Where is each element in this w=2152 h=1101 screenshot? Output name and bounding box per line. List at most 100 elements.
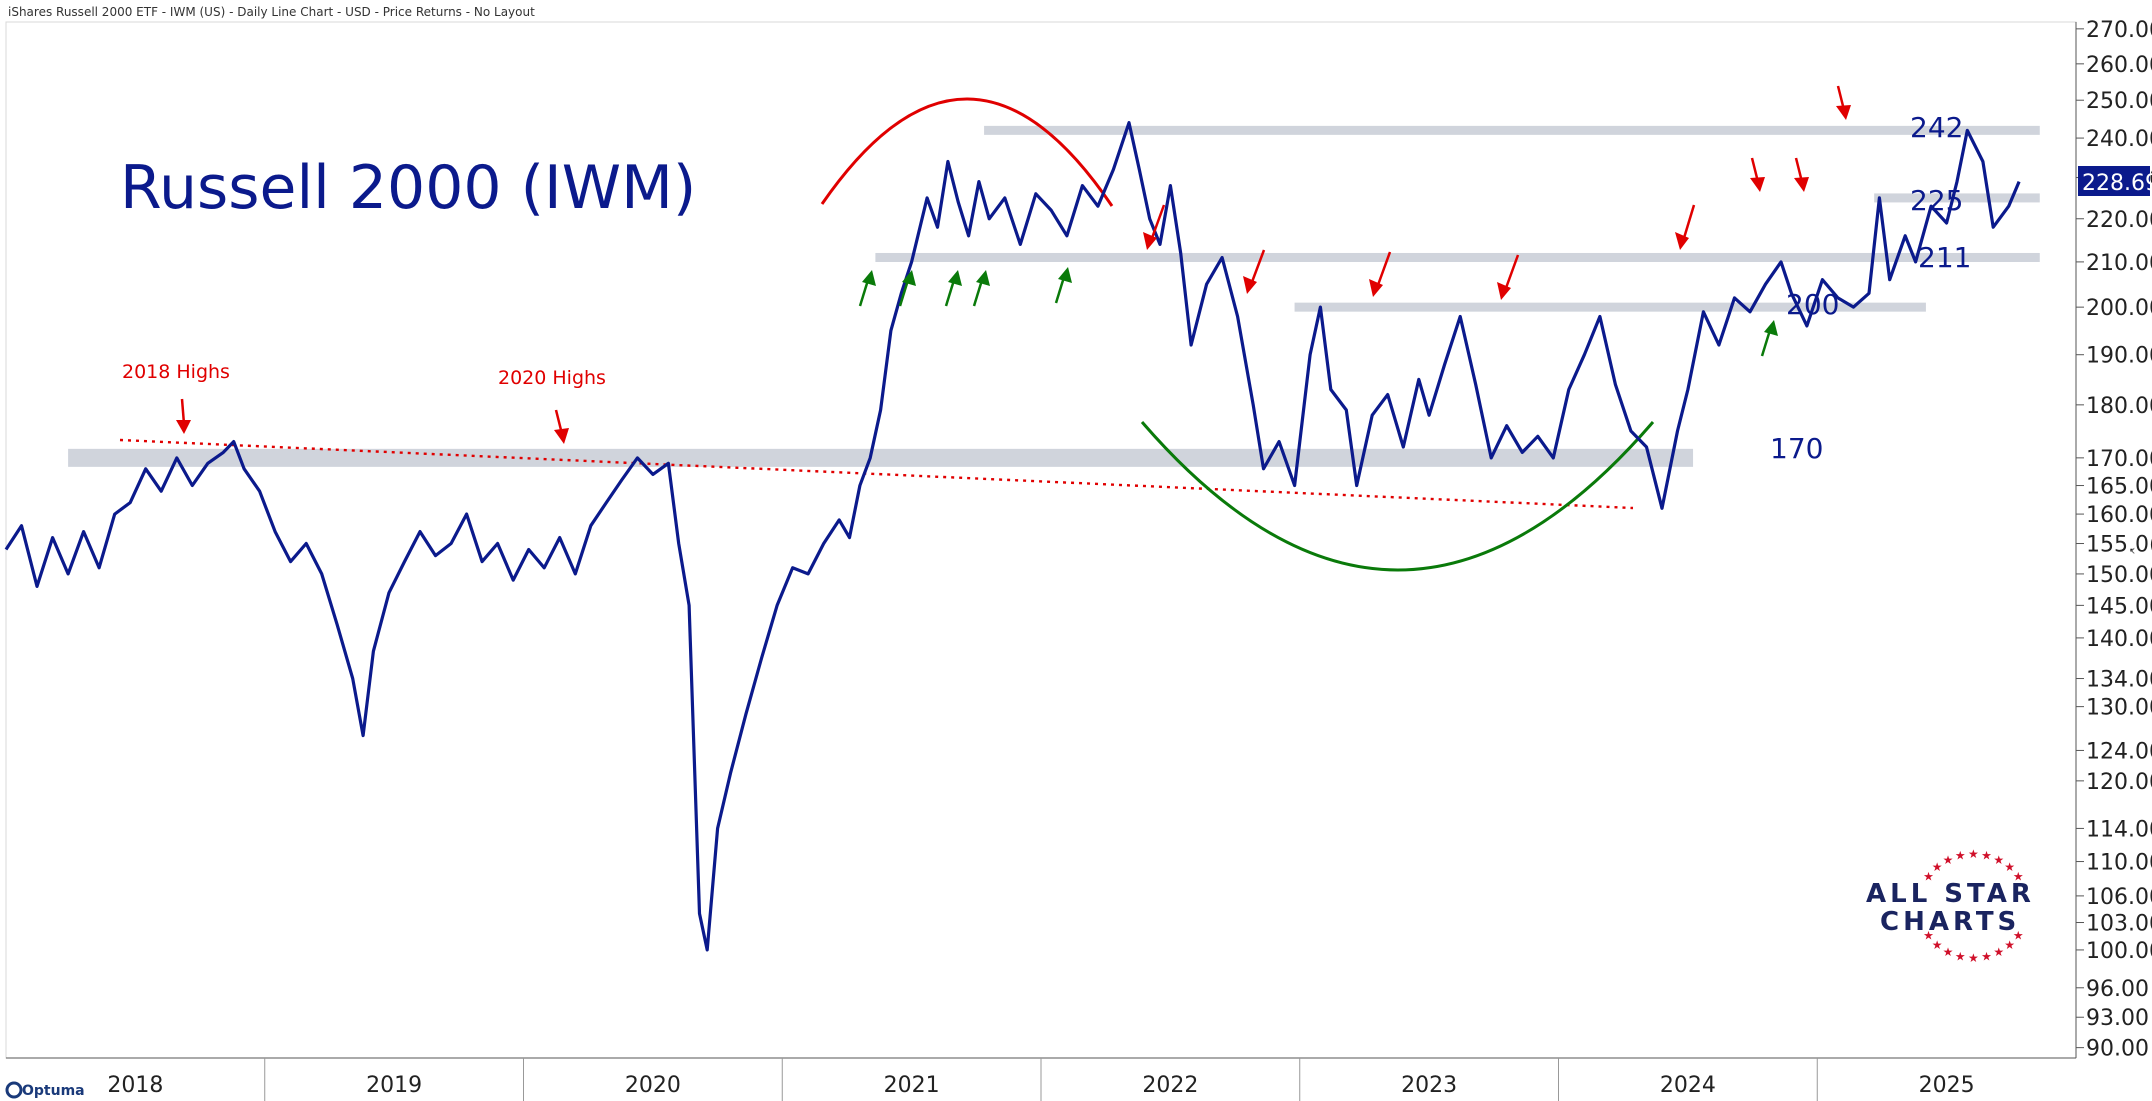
y-tick-label: 145.00 <box>2086 594 2152 619</box>
price-line <box>4 121 2021 952</box>
x-tick-label: 2022 <box>1142 1073 1198 1098</box>
arrow-s4 <box>972 270 990 307</box>
arrow-r4 <box>1497 254 1520 300</box>
y-tick-label: 140.00 <box>2086 627 2152 652</box>
y-tick-label: 190.00 <box>2086 344 2152 369</box>
last-price-badge <box>2078 166 2150 196</box>
logo-star: ★ <box>1968 847 1979 861</box>
y-tick-label: 110.00 <box>2086 851 2152 876</box>
y-tick-label: 260.00 <box>2086 53 2152 78</box>
arrow-r3 <box>1369 251 1392 297</box>
support-arrows <box>858 267 1778 357</box>
y-tick-label: 210.00 <box>2086 251 2152 276</box>
logo-star: ★ <box>2013 869 2024 883</box>
logo-star: ★ <box>1993 853 2004 867</box>
x-tick-label: 2023 <box>1401 1073 1457 1098</box>
logo-star: ★ <box>2004 938 2015 952</box>
y-tick-label: 106.00 <box>2086 885 2152 910</box>
level-label-225: 225 <box>1910 184 1963 217</box>
level-band-225 <box>1874 193 2040 203</box>
logo-star: ★ <box>2004 860 2015 874</box>
level-band-200 <box>1294 302 1926 312</box>
logo-star: ★ <box>1981 849 1992 863</box>
logo-star: ★ <box>1981 949 1992 963</box>
arrow-s2 <box>898 270 916 307</box>
level-label-242: 242 <box>1910 111 1963 144</box>
optuma-logo-icon <box>5 1081 23 1099</box>
arrow-r2 <box>1243 249 1266 294</box>
y-tick-label: 90.00 <box>2086 1037 2149 1062</box>
level-label-211: 211 <box>1918 241 1971 274</box>
annotation-2020-highs: 2020 Highs <box>498 367 606 389</box>
y-tick-label: 150.00 <box>2086 563 2152 588</box>
arrow-r7 <box>1794 157 1809 192</box>
logo-star: ★ <box>1955 949 1966 963</box>
y-tick-label: 240.00 <box>2086 127 2152 152</box>
y-tick-label: 270.00 <box>2086 18 2152 43</box>
arrow-s6 <box>1760 320 1778 357</box>
arrow-r1 <box>1143 204 1166 250</box>
y-tick-label: 165.00 <box>2086 475 2152 500</box>
level-label-170: 170 <box>1770 432 1823 465</box>
y-tick-label: 124.00 <box>2086 739 2152 764</box>
y-tick-label: 220.00 <box>2086 208 2152 233</box>
arrow-s1 <box>858 270 876 307</box>
logo-star: ★ <box>1943 853 1954 867</box>
x-axis: 2018 2019 2020 2021 2022 2023 2024 2025 <box>107 1058 1975 1101</box>
optuma-brand: Optuma <box>5 1081 85 1099</box>
arrow-r5 <box>1675 204 1696 250</box>
chart-title: Russell 2000 (IWM) <box>120 153 696 223</box>
arrow-r6 <box>1750 157 1765 192</box>
x-tick-label: 2025 <box>1919 1073 1975 1098</box>
y-tick-label: 93.00 <box>2086 1006 2149 1031</box>
y-tick-label: 155.0( <box>2086 533 2152 558</box>
logo-star: ★ <box>1968 951 1979 965</box>
logo-star: ★ <box>1943 945 1954 959</box>
rounded-bottom-arc <box>1140 421 1655 572</box>
logo-star: ★ <box>1932 860 1943 874</box>
arrow-2018-high <box>176 398 191 434</box>
y-tick-label: 103.00 <box>2086 912 2152 937</box>
y-tick-label: 130.00 <box>2086 696 2152 721</box>
arrow-2020-high <box>554 409 569 444</box>
x-tick-label: 2021 <box>884 1073 940 1098</box>
axis-collapse-chevron-icon[interactable]: ‹ <box>2130 543 2136 559</box>
y-tick-label: 180.00 <box>2086 394 2152 419</box>
rounded-top-arc <box>820 97 1114 207</box>
arrow-s3 <box>944 270 962 307</box>
x-tick-label: 2020 <box>625 1073 681 1098</box>
x-tick-label: 2024 <box>1660 1073 1716 1098</box>
y-tick-label: 160.00 <box>2086 503 2152 528</box>
logo-line-2: CHARTS <box>1880 907 2020 937</box>
y-tick-label: 200.00 <box>2086 296 2152 321</box>
logo-line-1: ALL STAR <box>1866 879 2035 909</box>
level-band-170 <box>68 448 1694 467</box>
arrow-s5 <box>1054 267 1072 304</box>
logo-star: ★ <box>2013 929 2024 943</box>
arrow-r8 <box>1836 85 1851 120</box>
y-tick-label: 170.00 <box>2086 447 2152 472</box>
x-tick-label: 2019 <box>366 1073 422 1098</box>
logo-star: ★ <box>1932 938 1943 952</box>
last-price-value: 228.69 <box>2082 171 2152 196</box>
level-band-211 <box>875 252 2040 262</box>
y-tick-label: 114.00 <box>2086 817 2152 842</box>
x-tick-label: 2018 <box>107 1073 163 1098</box>
logo-star: ★ <box>1923 869 1934 883</box>
y-tick-label: 96.00 <box>2086 977 2149 1002</box>
level-band-242 <box>984 125 2040 135</box>
y-tick-label: 250.00 <box>2086 89 2152 114</box>
y-tick-label: 134.00 <box>2086 668 2152 693</box>
logo-star: ★ <box>1955 849 1966 863</box>
logo-star: ★ <box>1993 945 2004 959</box>
all-star-charts-logo: ★ ★ ★★★★★★★★★★★★★★★ ★ ALL STAR CHARTS <box>1866 847 2035 965</box>
optuma-label: Optuma <box>22 1083 85 1099</box>
chart-header: iShares Russell 2000 ETF - IWM (US) - Da… <box>8 5 535 19</box>
annotation-2018-highs: 2018 Highs <box>122 361 230 383</box>
y-tick-label: 100.00 <box>2086 939 2152 964</box>
y-axis-ticks: 270.00260.00250.00240.00230.00220.00210.… <box>2076 18 2152 1062</box>
resistance-arrows <box>176 85 1851 444</box>
